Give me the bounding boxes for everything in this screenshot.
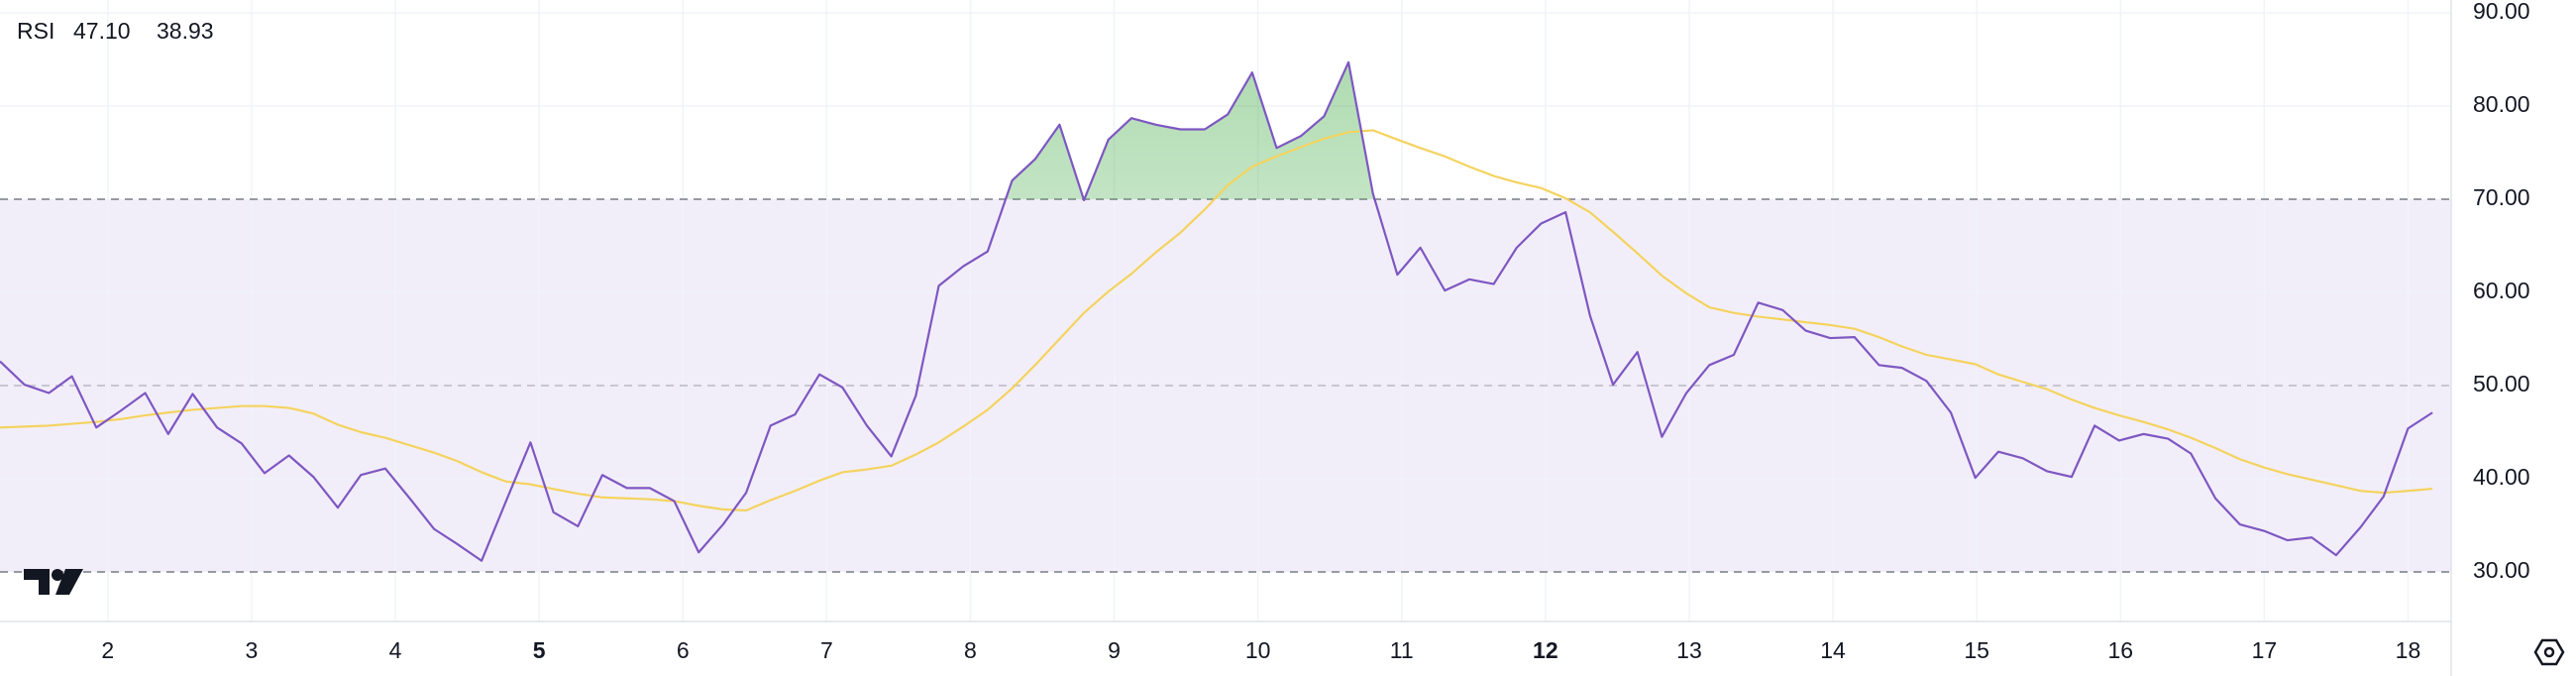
x-tick-label: 4 xyxy=(389,637,402,663)
legend: RSI 47.10 38.93 xyxy=(17,18,214,44)
x-tick-label: 16 xyxy=(2107,637,2133,663)
y-tick-label: 40.00 xyxy=(2473,464,2530,490)
settings-hex[interactable] xyxy=(2533,638,2565,666)
x-tick-label: 9 xyxy=(1108,637,1121,663)
x-tick-label: 13 xyxy=(1676,637,1702,663)
series-line xyxy=(0,60,2433,562)
y-tick-label: 50.00 xyxy=(2473,371,2530,396)
logo-part xyxy=(55,569,83,595)
y-tick-label: 70.00 xyxy=(2473,184,2530,210)
x-tick-label: 10 xyxy=(1245,637,1271,663)
x-tick-label: 8 xyxy=(964,637,977,663)
x-tick-label: 6 xyxy=(677,637,690,663)
x-tick-label: 17 xyxy=(2252,637,2278,663)
logo-part xyxy=(24,569,50,595)
x-tick-label: 11 xyxy=(1390,637,1414,663)
data-layer xyxy=(0,60,2433,562)
y-tick-label: 60.00 xyxy=(2473,278,2530,303)
x-tick-label: 5 xyxy=(533,637,546,663)
logo-part xyxy=(52,569,63,581)
x-tick-label: 14 xyxy=(1820,637,1846,663)
y-tick-label: 30.00 xyxy=(2473,557,2530,583)
x-tick-label: 3 xyxy=(246,637,259,663)
settings-icon[interactable] xyxy=(2533,638,2565,666)
y-tick-label: 80.00 xyxy=(2473,91,2530,117)
series-line xyxy=(0,129,2433,512)
background-layer xyxy=(0,0,2451,621)
legend-title: RSI xyxy=(17,18,54,44)
x-tick-label: 12 xyxy=(1533,637,1558,663)
legend-value: 47.10 xyxy=(73,18,131,44)
overbought-fill xyxy=(0,61,2433,199)
x-tick-label: 15 xyxy=(1964,637,1989,663)
logo xyxy=(24,569,83,595)
settings-dot[interactable] xyxy=(2543,646,2555,658)
x-tick-label: 2 xyxy=(101,637,114,663)
legend-value: 38.93 xyxy=(157,18,214,44)
x-tick-label: 18 xyxy=(2396,637,2421,663)
x-tick-label: 7 xyxy=(820,637,833,663)
y-tick-label: 90.00 xyxy=(2473,0,2530,24)
